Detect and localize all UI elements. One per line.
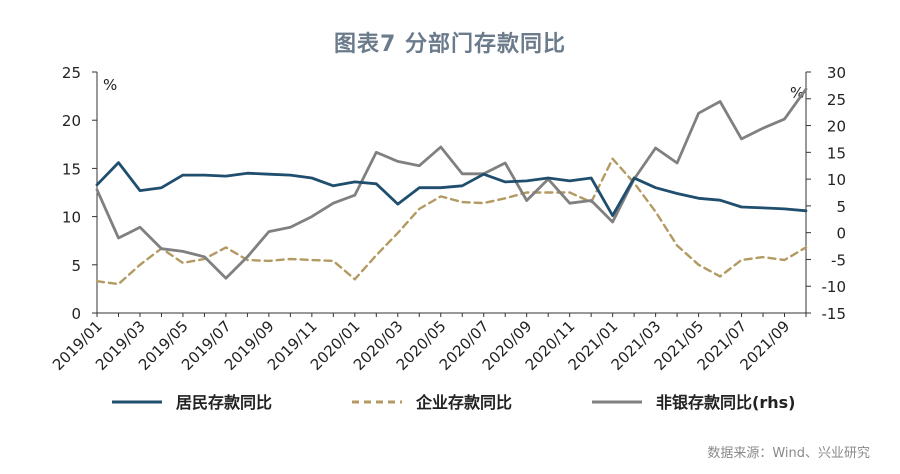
- y-right-tick-label: -15: [822, 305, 847, 323]
- y-right-tick-label: 15: [827, 144, 846, 162]
- series-line-1: [95, 157, 808, 286]
- chart-title: 图表7 分部门存款同比: [334, 32, 566, 57]
- y-right-tick-label: 20: [827, 118, 846, 136]
- y-right-tick-label: 0: [836, 225, 846, 243]
- series-line-2: [95, 87, 808, 280]
- y-left-tick-label: 15: [62, 160, 81, 178]
- y-left-tick-label: 0: [71, 305, 81, 323]
- legend-label-0: 居民存款同比: [176, 393, 272, 412]
- y-right-tick-label: 30: [827, 64, 846, 82]
- y-right-tick-label: 10: [827, 171, 846, 189]
- legend-label-1: 企业存款同比: [415, 393, 512, 412]
- y-left-tick-label: 20: [62, 112, 81, 130]
- y-right-tick-label: 5: [836, 198, 846, 216]
- y-left-tick-label: 5: [71, 257, 81, 275]
- y-right-tick-label: 25: [827, 91, 846, 109]
- source-note: 数据来源：Wind、兴业研究: [707, 446, 870, 461]
- y-left-unit: %: [103, 76, 117, 94]
- series-layer: [95, 87, 808, 286]
- y-right-tick-label: -10: [822, 278, 847, 296]
- series-line-0: [95, 161, 808, 218]
- y-right-tick-label: -5: [831, 251, 846, 269]
- legend: 居民存款同比 企业存款同比 非银存款同比(rhs): [112, 393, 795, 412]
- legend-label-2: 非银存款同比(rhs): [656, 393, 795, 412]
- y-left-tick-label: 10: [62, 209, 81, 227]
- y-left-tick-label: 25: [62, 64, 81, 82]
